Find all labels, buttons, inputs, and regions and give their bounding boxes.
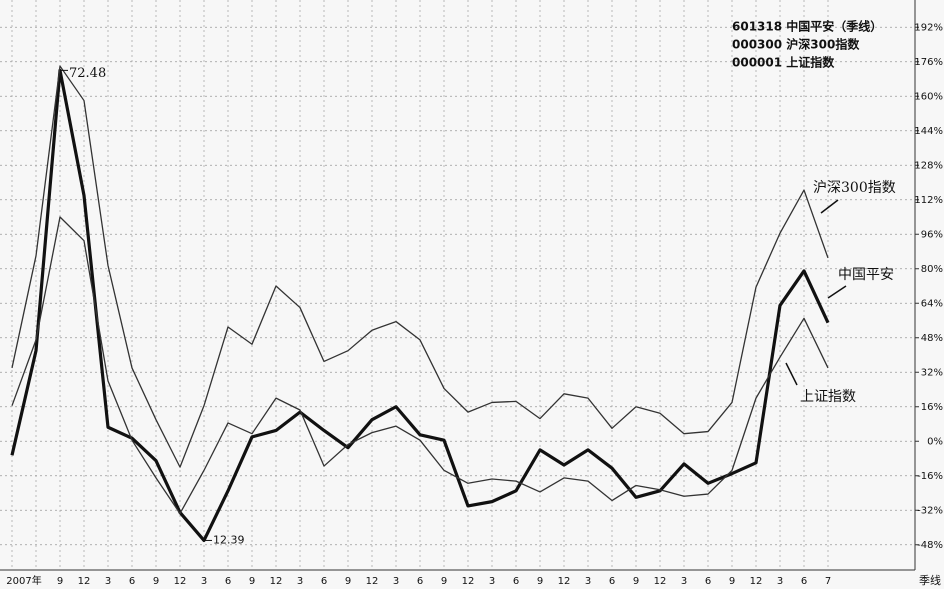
x-tick-label: 12 bbox=[558, 576, 571, 587]
y-tick-label: -32% bbox=[917, 505, 943, 516]
series-label: 沪深300指数 bbox=[813, 180, 896, 196]
x-tick-label: 9 bbox=[249, 576, 255, 587]
y-tick-label: -48% bbox=[917, 540, 943, 551]
x-tick-label: 3 bbox=[393, 576, 399, 587]
x-tick-label: 3 bbox=[681, 576, 687, 587]
y-tick-label: -16% bbox=[917, 471, 943, 482]
y-tick-label: 80% bbox=[921, 264, 943, 275]
arrow bbox=[820, 199, 839, 214]
series-line bbox=[11, 216, 829, 515]
x-tick-label: 9 bbox=[441, 576, 447, 587]
series-line bbox=[11, 65, 829, 468]
grid bbox=[0, 0, 915, 570]
x-tick-label: 6 bbox=[321, 576, 327, 587]
y-tick-label: 32% bbox=[921, 367, 943, 378]
x-tick-label: 3 bbox=[585, 576, 591, 587]
arrow bbox=[827, 285, 847, 299]
x-tick-label: 12 bbox=[654, 576, 667, 587]
x-tick-label: 3 bbox=[105, 576, 111, 587]
x-axis-label: 季线 bbox=[919, 573, 941, 587]
y-tick-label: 176% bbox=[914, 57, 943, 68]
arrow bbox=[785, 362, 798, 386]
series-label: 中国平安 bbox=[838, 267, 894, 283]
x-tick-label: 9 bbox=[729, 576, 735, 587]
x-tick-label: 6 bbox=[609, 576, 615, 587]
y-tick-label: 16% bbox=[921, 402, 943, 413]
annotation: 72.48 bbox=[69, 66, 106, 81]
x-tick-label: 9 bbox=[537, 576, 543, 587]
x-tick-label: 6 bbox=[513, 576, 519, 587]
x-tick-label: 6 bbox=[129, 576, 135, 587]
x-tick-label: 12 bbox=[366, 576, 379, 587]
series-line bbox=[10, 68, 830, 543]
x-tick-label: 3 bbox=[489, 576, 495, 587]
x-tick-label: 3 bbox=[297, 576, 303, 587]
y-tick-label: 96% bbox=[921, 229, 943, 240]
x-tick-label: 6 bbox=[705, 576, 711, 587]
legend-entry: 000300 沪深300指数 bbox=[732, 37, 860, 52]
x-tick-label: 3 bbox=[201, 576, 207, 587]
annotation: 12.39 bbox=[213, 533, 245, 546]
x-tick-label: 3 bbox=[777, 576, 783, 587]
x-tick-label: 6 bbox=[225, 576, 231, 587]
y-tick-label: 64% bbox=[921, 298, 943, 309]
x-tick-label: 9 bbox=[153, 576, 159, 587]
y-tick-label: 144% bbox=[914, 126, 943, 137]
x-tick-label: 12 bbox=[270, 576, 283, 587]
legend-entry: 601318 中国平安（季线） bbox=[732, 19, 882, 34]
y-tick-label: 192% bbox=[914, 22, 943, 33]
legend-entry: 000001 上证指数 bbox=[732, 55, 835, 70]
x-tick-label: 9 bbox=[57, 576, 63, 587]
x-tick-label: 9 bbox=[345, 576, 351, 587]
x-tick-label: 6 bbox=[801, 576, 807, 587]
x-tick-label: 12 bbox=[462, 576, 475, 587]
y-tick-label: 128% bbox=[914, 160, 943, 171]
y-tick-label: 48% bbox=[921, 333, 943, 344]
x-tick-label: 9 bbox=[633, 576, 639, 587]
series-label: 上证指数 bbox=[800, 389, 856, 405]
x-tick-label: 12 bbox=[78, 576, 91, 587]
x-tick-label: 12 bbox=[174, 576, 187, 587]
x-tick-label: 7 bbox=[825, 576, 831, 587]
y-tick-label: 160% bbox=[914, 91, 943, 102]
x-tick-label: 12 bbox=[750, 576, 763, 587]
y-tick-label: 112% bbox=[914, 195, 943, 206]
x-tick-label: 2007年 bbox=[6, 574, 41, 587]
x-tick-label: 6 bbox=[417, 576, 423, 587]
y-tick-label: 0% bbox=[927, 436, 943, 447]
